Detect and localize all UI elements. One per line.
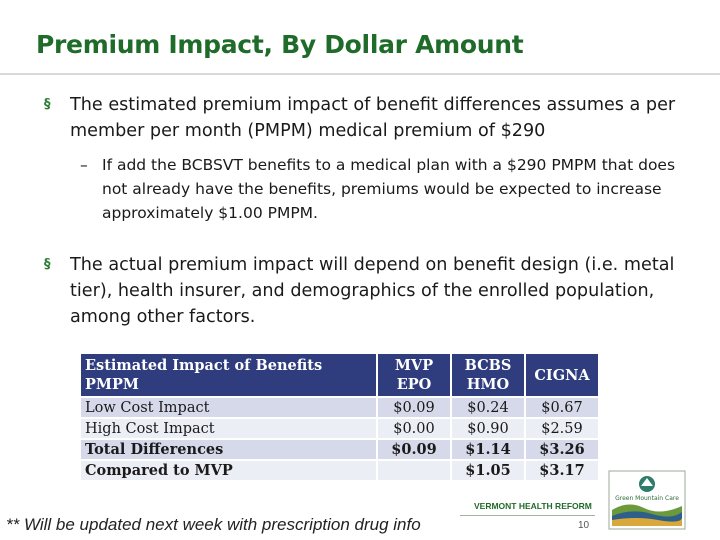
header-label: Estimated Impact of Benefits PMPM [79, 352, 378, 398]
table-row: Total Differences $0.09 $1.14 $3.26 [79, 438, 600, 461]
cell-cigna: $2.59 [524, 417, 600, 440]
vermont-health-reform-label: VERMONT HEALTH REFORM [474, 501, 592, 511]
header-mvp-line2: EPO [396, 376, 432, 393]
bullet-1-text: The estimated premium impact of benefit … [70, 95, 676, 141]
sub-bullet-1-text: If add the BCBSVT benefits to a medical … [102, 156, 676, 222]
table-row: High Cost Impact $0.00 $0.90 $2.59 [79, 417, 600, 440]
cell-mvp: $0.09 [376, 438, 452, 461]
table-header-row: Estimated Impact of Benefits PMPM MVP EP… [79, 352, 600, 398]
cell-cigna: $0.67 [524, 396, 600, 419]
row-label: High Cost Impact [79, 417, 378, 440]
svg-text:Green Mountain Care: Green Mountain Care [615, 495, 679, 502]
slide-title: Premium Impact, By Dollar Amount [36, 30, 524, 59]
cell-cigna: $3.26 [524, 438, 600, 461]
table-row: Compared to MVP $1.05 $3.17 [79, 459, 600, 482]
table-row: Low Cost Impact $0.09 $0.24 $0.67 [79, 396, 600, 419]
cell-mvp: $0.09 [376, 396, 452, 419]
cell-mvp [376, 459, 452, 482]
header-bcbs-line1: BCBS [464, 357, 512, 374]
header-label-line2: PMPM [85, 376, 139, 393]
header-bcbs-line2: HMO [466, 376, 510, 393]
footer-note: ** Will be updated next week with prescr… [6, 515, 421, 534]
cell-bcbs: $1.14 [450, 438, 526, 461]
title-divider [0, 73, 720, 75]
bullet-marker: § [44, 257, 51, 272]
cell-bcbs: $0.24 [450, 396, 526, 419]
header-mvp: MVP EPO [376, 352, 452, 398]
cell-cigna: $3.17 [524, 459, 600, 482]
cell-bcbs: $0.90 [450, 417, 526, 440]
bullet-2-text: The actual premium impact will depend on… [70, 255, 675, 327]
footer-divider [460, 515, 595, 516]
row-label: Total Differences [79, 438, 378, 461]
bullet-marker: § [44, 97, 51, 112]
header-bcbs: BCBS HMO [450, 352, 526, 398]
cell-bcbs: $1.05 [450, 459, 526, 482]
row-label: Low Cost Impact [79, 396, 378, 419]
header-cigna: CIGNA [524, 352, 600, 398]
impact-table: Estimated Impact of Benefits PMPM MVP EP… [79, 352, 600, 482]
page-number: 10 [578, 520, 590, 531]
header-label-line1: Estimated Impact of Benefits [85, 357, 323, 374]
header-mvp-line1: MVP [394, 357, 434, 374]
row-label: Compared to MVP [79, 459, 378, 482]
sub-bullet-dash: – [80, 156, 88, 174]
cell-mvp: $0.00 [376, 417, 452, 440]
green-mountain-care-logo: Green Mountain Care [608, 470, 686, 530]
